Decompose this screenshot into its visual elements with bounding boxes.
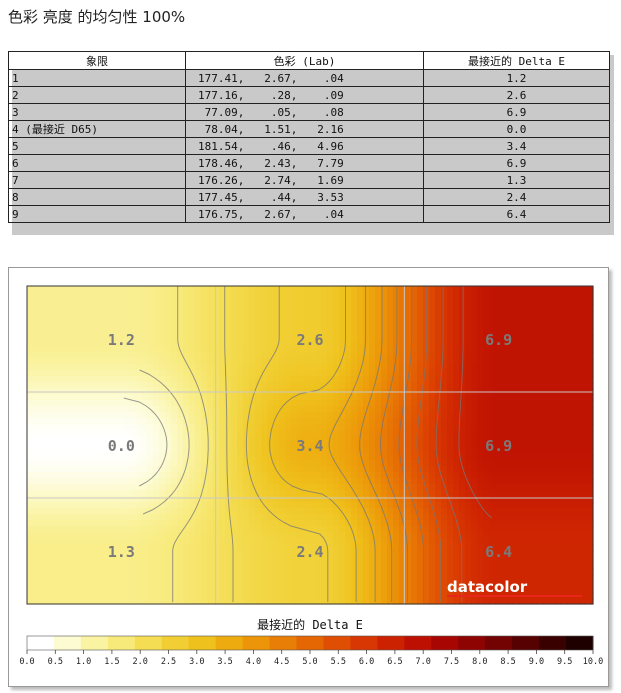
colorbar-tick-label: 2.5: [161, 657, 176, 667]
table-row: 4 (最接近 D65) 78.04, 1.51, 2.16 0.0: [8, 120, 610, 138]
table-row: 7 176.26, 2.74, 1.69 1.3: [8, 171, 610, 189]
logo-underline: [447, 595, 582, 597]
colorbar-swatch: [27, 636, 55, 650]
header-delta-e: 最接近的 Delta E: [423, 51, 610, 70]
colorbar-swatch: [242, 636, 271, 650]
colorbar-swatch: [53, 636, 82, 650]
table-row: 2 177.16, .28, .09 2.6: [8, 86, 610, 104]
colorbar-swatch: [350, 636, 378, 650]
table-row: 8 177.45, .44, 3.53 2.4: [8, 188, 610, 206]
cell-lab: 177.16, .28, .09: [185, 86, 424, 104]
cell-value-label: 6.9: [485, 437, 512, 455]
colorbar-tick-label: 5.0: [302, 657, 317, 667]
page-title: 色彩 亮度 的均匀性 100%: [8, 8, 186, 26]
cell-quadrant: 9: [8, 205, 186, 223]
cell-value-label: 6.9: [485, 331, 512, 349]
colorbar-tick-label: 1.0: [76, 657, 91, 667]
colorbar-swatch: [215, 636, 244, 650]
colorbar-tick-label: 5.5: [331, 657, 346, 667]
colorbar-swatch: [80, 636, 109, 650]
colorbar-tick-label: 8.5: [500, 657, 515, 667]
cell-lab: 178.46, 2.43, 7.79: [185, 154, 424, 172]
colorbar-title: 最接近的 Delta E: [257, 617, 363, 632]
colorbar-swatch: [485, 636, 513, 650]
colorbar-swatch: [458, 636, 486, 650]
cell-value-label: 2.6: [296, 331, 323, 349]
colorbar-tick-label: 0.0: [19, 657, 34, 667]
cell-value-label: 6.4: [485, 543, 512, 561]
colorbar-swatch: [296, 636, 324, 650]
cell-delta-e: 6.9: [423, 103, 610, 121]
colorbar-tick-label: 9.0: [529, 657, 544, 667]
colorbar-swatch: [269, 636, 298, 650]
header-quadrant: 象限: [8, 51, 186, 70]
colorbar-swatch: [431, 636, 459, 650]
colorbar-tick-label: 4.0: [246, 657, 261, 667]
cell-value-label: 2.4: [296, 543, 323, 561]
cell-lab: 176.75, 2.67, .04: [185, 205, 424, 223]
cell-lab: 176.26, 2.74, 1.69: [185, 171, 424, 189]
colorbar: [26, 635, 594, 651]
colorbar-tick-label: 7.5: [444, 657, 459, 667]
contour-lines: [123, 286, 493, 602]
colorbar-swatch: [377, 636, 405, 650]
cell-delta-e: 1.3: [423, 171, 610, 189]
colorbar-tick-label: 6.5: [387, 657, 402, 667]
cell-value-label: 1.3: [108, 543, 135, 561]
colorbar-swatch: [566, 636, 594, 650]
colorbar-swatch: [188, 636, 217, 650]
colorbar-tick-label: 3.0: [189, 657, 204, 667]
colorbar-swatch: [404, 636, 432, 650]
cell-lab: 177.41, 2.67, .04: [185, 69, 424, 87]
cell-delta-e: 6.4: [423, 205, 610, 223]
colorbar-swatch: [539, 636, 567, 650]
colorbar-swatch: [323, 636, 351, 650]
cell-value-label: 3.4: [296, 437, 323, 455]
table-row: 9 176.75, 2.67, .04 6.4: [8, 205, 610, 223]
colorbar-swatch: [134, 636, 163, 650]
colorbar-tick-label: 6.0: [359, 657, 374, 667]
colorbar-swatch: [512, 636, 540, 650]
cell-value-label: 1.2: [108, 331, 135, 349]
colorbar-tick-label: 7.0: [416, 657, 431, 667]
colorbar-tick-label: 10.0: [583, 657, 603, 667]
colorbar-tick-label: 0.5: [48, 657, 63, 667]
colorbar-swatch: [161, 636, 190, 650]
colorbar-tick-label: 2.0: [133, 657, 148, 667]
colorbar-swatch: [107, 636, 136, 650]
colorbar-tick-label: 8.0: [472, 657, 487, 667]
datacolor-logo: datacolor: [447, 578, 528, 596]
plot-frame: [26, 285, 594, 605]
cell-delta-e: 0.0: [423, 120, 610, 138]
colorbar-tick-label: 1.5: [104, 657, 119, 667]
colorbar-tick-label: 4.5: [274, 657, 289, 667]
colorbar-tick-label: 3.5: [217, 657, 232, 667]
colorbar-tick-label: 9.5: [557, 657, 572, 667]
cell-value-label: 0.0: [108, 437, 135, 455]
measurement-table: 象限 色彩 (Lab) 最接近的 Delta E 1 177.41, 2.67, …: [8, 51, 610, 223]
